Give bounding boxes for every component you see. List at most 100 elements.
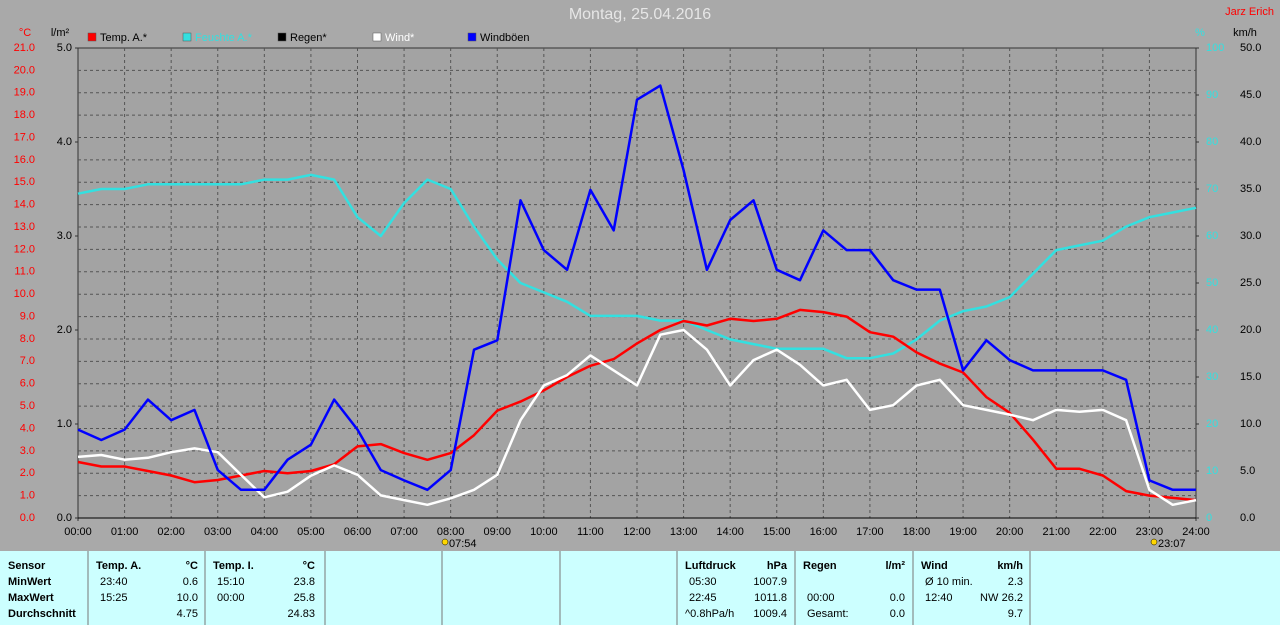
stat-value: 23.8 bbox=[294, 576, 315, 588]
x-tick-label: 11:00 bbox=[577, 526, 604, 538]
author: Jarz Erich bbox=[1225, 6, 1274, 18]
stat-time: 15:10 bbox=[217, 576, 245, 588]
y-tick-label: 3.0 bbox=[20, 445, 35, 457]
y-tick-label: 2.0 bbox=[57, 324, 72, 336]
panel-title: Temp. I. bbox=[213, 560, 254, 572]
x-tick-label: 21:00 bbox=[1042, 526, 1070, 538]
x-tick-label: 10:00 bbox=[530, 526, 558, 538]
y-tick-label: 0.0 bbox=[1240, 512, 1255, 524]
stat-time: ^0.8hPa/h bbox=[685, 608, 734, 620]
panel-unit: °C bbox=[303, 560, 315, 572]
y-tick-label: 8.0 bbox=[20, 333, 35, 345]
y-tick-label: 5.0 bbox=[57, 42, 72, 54]
y-tick-label: 0 bbox=[1206, 512, 1212, 524]
y-tick-label: 10 bbox=[1206, 465, 1218, 477]
x-tick-label: 17:00 bbox=[856, 526, 884, 538]
y-tick-label: 11.0 bbox=[14, 266, 35, 278]
axis-unit: °C bbox=[19, 27, 31, 39]
panel-title: Wind bbox=[921, 560, 948, 572]
y-tick-label: 15.0 bbox=[14, 176, 35, 188]
panel-unit: °C bbox=[186, 560, 198, 572]
x-tick-label: 18:00 bbox=[903, 526, 931, 538]
y-tick-label: 1.0 bbox=[20, 490, 35, 502]
y-tick-label: 21.0 bbox=[14, 42, 35, 54]
panel-unit: hPa bbox=[767, 560, 788, 572]
x-tick-label: 01:00 bbox=[111, 526, 139, 538]
y-tick-label: 20 bbox=[1206, 418, 1218, 430]
x-tick-label: 02:00 bbox=[157, 526, 185, 538]
row-label: MaxWert bbox=[8, 592, 54, 604]
annotation-label: 07:54 bbox=[449, 538, 477, 550]
y-tick-label: 50 bbox=[1206, 277, 1218, 289]
sun-marker bbox=[1150, 538, 1158, 546]
legend-label: Regen* bbox=[290, 32, 327, 44]
stat-value: 2.3 bbox=[1008, 576, 1023, 588]
annotation-label: 23:07 bbox=[1158, 538, 1186, 550]
row-label: MinWert bbox=[8, 576, 52, 588]
panel-unit: l/m² bbox=[885, 560, 905, 572]
y-tick-label: 0.0 bbox=[57, 512, 72, 524]
y-tick-label: 10.0 bbox=[14, 288, 35, 300]
x-tick-label: 13:00 bbox=[670, 526, 698, 538]
axis-unit: km/h bbox=[1233, 27, 1257, 39]
legend-swatch bbox=[182, 32, 192, 42]
x-tick-label: 23:00 bbox=[1136, 526, 1164, 538]
y-tick-label: 7.0 bbox=[20, 355, 35, 367]
x-tick-label: 15:00 bbox=[763, 526, 791, 538]
x-tick-label: 24:00 bbox=[1182, 526, 1210, 538]
y-tick-label: 40.0 bbox=[1240, 136, 1261, 148]
y-tick-label: 12.0 bbox=[14, 243, 35, 255]
chart-title: Montag, 25.04.2016 bbox=[569, 6, 711, 23]
y-tick-label: 18.0 bbox=[14, 109, 35, 121]
stat-time: 00:00 bbox=[217, 592, 245, 604]
stat-value: 4.75 bbox=[177, 608, 198, 620]
legend-label: Windböen bbox=[480, 32, 530, 44]
y-tick-label: 15.0 bbox=[1240, 371, 1261, 383]
y-tick-label: 25.0 bbox=[1240, 277, 1261, 289]
legend-swatch bbox=[372, 32, 382, 42]
stat-dir: NW bbox=[980, 592, 999, 604]
x-tick-label: 19:00 bbox=[949, 526, 977, 538]
panel-title: Luftdruck bbox=[685, 560, 737, 572]
y-tick-label: 50.0 bbox=[1240, 42, 1261, 54]
y-tick-label: 35.0 bbox=[1240, 183, 1261, 195]
x-tick-label: 20:00 bbox=[996, 526, 1024, 538]
y-tick-label: 17.0 bbox=[14, 131, 35, 143]
legend-swatch bbox=[87, 32, 97, 42]
stat-time: 23:40 bbox=[100, 576, 128, 588]
y-tick-label: 30 bbox=[1206, 371, 1218, 383]
series-line bbox=[77, 328, 1197, 507]
y-tick-label: 20.0 bbox=[1240, 324, 1261, 336]
y-tick-label: 13.0 bbox=[14, 221, 35, 233]
y-tick-label: 5.0 bbox=[20, 400, 35, 412]
x-tick-label: 12:00 bbox=[623, 526, 651, 538]
series-line bbox=[77, 84, 1196, 492]
legend-swatch bbox=[467, 32, 477, 42]
stat-value: 0.0 bbox=[890, 608, 905, 620]
y-tick-label: 9.0 bbox=[20, 310, 35, 322]
panel-title: Regen bbox=[803, 560, 837, 572]
y-tick-label: 80 bbox=[1206, 136, 1218, 148]
legend-label: Feuchte A.* bbox=[195, 32, 253, 44]
stat-time: Gesamt: bbox=[807, 608, 849, 620]
y-tick-label: 4.0 bbox=[20, 422, 35, 434]
y-tick-label: 4.0 bbox=[57, 136, 72, 148]
y-tick-label: 16.0 bbox=[14, 154, 35, 166]
stat-value: 0.0 bbox=[890, 592, 905, 604]
stat-value: 0.6 bbox=[183, 576, 198, 588]
stat-value: 25.8 bbox=[294, 592, 315, 604]
panel-unit: km/h bbox=[997, 560, 1023, 572]
legend-swatch bbox=[277, 32, 287, 42]
stat-time: 12:40 bbox=[925, 592, 953, 604]
y-tick-label: 60 bbox=[1206, 230, 1218, 242]
y-tick-label: 3.0 bbox=[57, 230, 72, 242]
x-tick-label: 16:00 bbox=[810, 526, 838, 538]
stat-value: 1007.9 bbox=[753, 576, 787, 588]
stats-panel bbox=[0, 551, 1280, 625]
y-tick-label: 10.0 bbox=[1240, 418, 1261, 430]
x-tick-label: 22:00 bbox=[1089, 526, 1117, 538]
series-line bbox=[77, 173, 1197, 360]
x-tick-label: 14:00 bbox=[716, 526, 744, 538]
